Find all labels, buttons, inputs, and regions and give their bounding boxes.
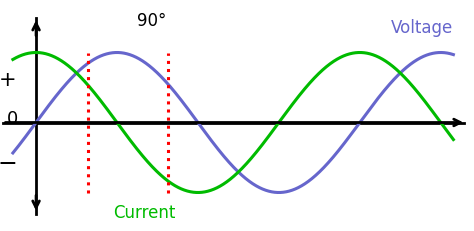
Text: Current: Current [113, 204, 175, 222]
Text: 90°: 90° [137, 12, 166, 30]
Text: −: − [0, 152, 18, 176]
Text: Voltage: Voltage [392, 19, 454, 37]
Text: 0: 0 [7, 110, 18, 128]
Text: +: + [0, 70, 17, 91]
